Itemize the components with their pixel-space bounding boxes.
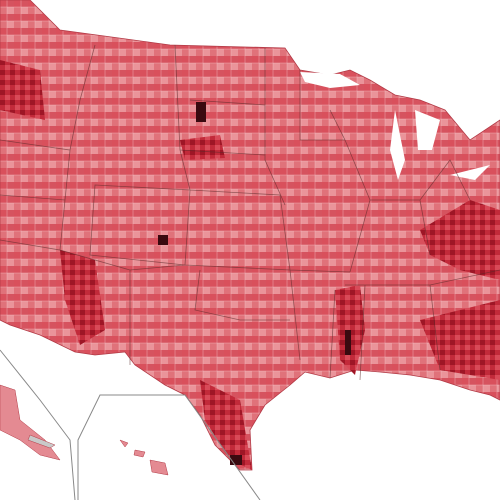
darkest-counties: [158, 102, 351, 465]
great-lakes: [300, 72, 490, 180]
inset-frames: [0, 349, 261, 500]
dark-regions: [0, 60, 500, 470]
state-borders: [0, 44, 500, 381]
alaska-hawaii: [0, 384, 169, 476]
